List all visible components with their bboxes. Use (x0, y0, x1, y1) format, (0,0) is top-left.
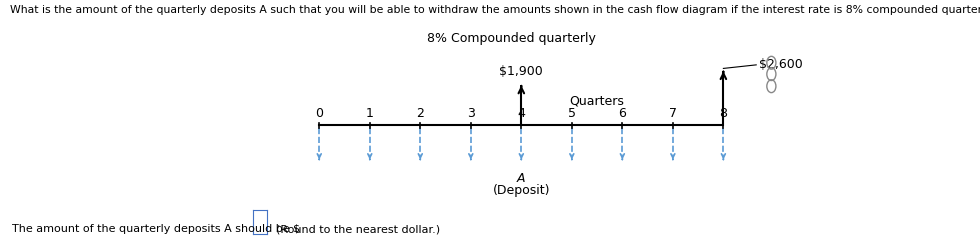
Text: 5: 5 (567, 107, 576, 120)
Text: 7: 7 (669, 107, 677, 120)
Text: What is the amount of the quarterly deposits A such that you will be able to wit: What is the amount of the quarterly depo… (10, 5, 980, 15)
Text: $1,900: $1,900 (500, 65, 543, 78)
Text: (Round to the nearest dollar.): (Round to the nearest dollar.) (269, 224, 440, 234)
Text: 1: 1 (366, 107, 373, 120)
Text: 6: 6 (618, 107, 626, 120)
Text: 8% Compounded quarterly: 8% Compounded quarterly (426, 32, 596, 45)
Text: (Deposit): (Deposit) (493, 184, 550, 197)
Text: Quarters: Quarters (569, 95, 624, 108)
Text: 3: 3 (466, 107, 474, 120)
Text: The amount of the quarterly deposits A should be $: The amount of the quarterly deposits A s… (12, 224, 300, 234)
Text: $2,600: $2,600 (759, 58, 803, 71)
Text: 8: 8 (719, 107, 727, 120)
Text: 0: 0 (316, 107, 323, 120)
Text: 4: 4 (517, 107, 525, 120)
Text: A: A (517, 172, 525, 185)
Text: 2: 2 (416, 107, 424, 120)
